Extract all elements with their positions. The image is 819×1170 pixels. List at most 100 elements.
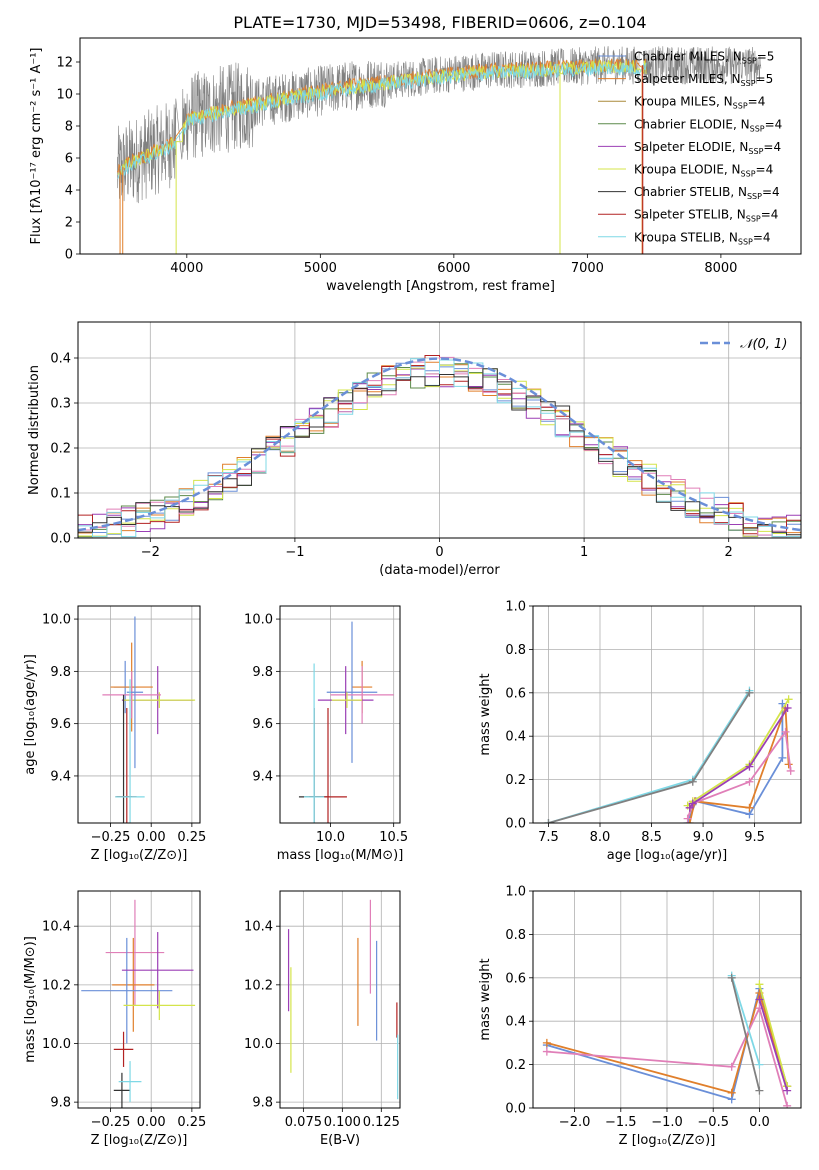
y-tick-label: 10 [56,88,73,103]
x-tick-label: 10.0 [316,830,345,845]
lines-massweight-vs-Z [542,971,792,1108]
errorbars-mass-vs-Z [81,899,196,1108]
y-tick-label: 9.6 [50,717,71,732]
x-tick-label: 1 [580,545,588,560]
data-point-marker [783,703,792,712]
y-tick-label: 0.2 [50,442,71,457]
data-point-marker [542,1047,551,1056]
y-tick-label: 10.4 [244,920,273,935]
axes-frame [77,890,201,1109]
data-point-marker [783,1086,792,1095]
y-tick-label: 0.0 [505,817,526,832]
legend-entry: Salpeter ELODIE, NSSP=4 [634,140,781,156]
x-axis-label: E(B-V) [320,1133,360,1148]
y-tick-label: 0.4 [50,352,71,367]
data-point-marker [755,1060,764,1069]
x-tick-label: 9.0 [693,830,714,845]
axes-frame [279,890,401,1109]
axes-age-vs-Z: −0.25 0.00 0.25 9.4 9.6 9.8 10.0 Z [log₁₀(Z/Z⊙)… [23,606,206,863]
y-axis-label: Normed distribution [27,365,42,495]
x-tick-label: 0.25 [177,830,206,845]
y-tick-label: 9.6 [252,717,273,732]
histograms [78,355,801,538]
data-point-marker [688,777,697,786]
data-point-marker [683,814,692,823]
y-axis-label: Flux [fλ10⁻¹⁷ erg cm⁻² s⁻¹ A⁻¹] [29,48,44,245]
axes-mass-vs-EBV: 0.075 0.100 0.125 9.8 10.0 10.2 10.4 E(B-V) [244,891,400,1148]
normal-curve-line [78,357,801,532]
x-tick-label: 6000 [437,261,470,276]
y-axis-label: mass weight [478,673,493,755]
x-tick-label: −0.5 [697,1115,729,1130]
y-tick-label: 6 [65,152,73,167]
x-tick-label: −2 [141,545,160,560]
x-tick-label: −1.0 [651,1115,683,1130]
axes-frame [532,890,802,1109]
x-tick-label: −0.25 [91,830,131,845]
series-line [730,977,761,1091]
y-axis-label: mass weight [478,958,493,1040]
data-point-marker [778,753,787,762]
axes-massweight-vs-Z: −2.0 −1.5 −1.0 −0.5 0.0 0.0 0.2 0.4 0.6 0.8 1.0 Z [… [478,885,801,1148]
series-line [758,984,788,1087]
data-point-marker [542,1038,551,1047]
errorbars-mass-vs-EBV [287,899,399,1100]
x-axis-label: mass [log₁₀(M/M⊙)] [277,848,404,863]
y-axis-label: age [log₁₀(age/yr)] [23,654,38,775]
x-tick-label: 0.00 [137,830,166,845]
x-tick-label: 0.0 [749,1115,770,1130]
data-point-marker [745,803,754,812]
x-tick-label: 8000 [704,261,737,276]
data-point-marker [786,766,795,775]
errorbars-age-vs-Z [102,616,196,823]
y-tick-label: 0.2 [505,1058,526,1073]
data-point-marker [781,727,790,736]
y-tick-label: 0.8 [505,928,526,943]
x-tick-label: 4000 [170,261,203,276]
data-point-marker [783,1101,792,1108]
errorbars-age-vs-mass [298,621,394,823]
x-tick-label: 2 [725,545,733,560]
axes-frame [79,37,802,255]
series-line [758,999,788,1091]
axes-mass-vs-Z: −0.25 0.00 0.25 9.8 10.0 10.2 10.4 Z [log₁₀(Z/Z… [23,891,206,1148]
x-axis-label: Z [log₁₀(Z/Z⊙)] [91,1133,188,1148]
data-point-marker [688,799,697,808]
y-tick-label: 9.8 [50,1096,71,1111]
figure-title: PLATE=1730, MJD=53498, FIBERID=0606, z=0… [233,13,646,32]
x-tick-label: 8.5 [641,830,662,845]
series-line [548,690,751,823]
x-tick-label: 0.00 [137,1115,166,1130]
y-tick-label: 9.8 [252,665,273,680]
y-tick-label: 1.0 [505,885,526,900]
axes-frame [532,605,802,824]
spectrum-plot [116,46,762,254]
axes-frame [77,321,802,539]
x-tick-label: 0 [435,545,443,560]
x-tick-label: 0.075 [285,1115,322,1130]
y-tick-label: 0.8 [505,643,526,658]
y-tick-label: 9.4 [50,769,71,784]
x-tick-label: −0.25 [91,1115,131,1130]
data-point-marker [727,1062,736,1071]
y-tick-label: 10.0 [244,613,273,628]
y-tick-label: 0.4 [505,730,526,745]
x-tick-label: 0.125 [363,1115,400,1130]
legend-entry: Salpeter STELIB, NSSP=4 [634,208,778,224]
data-point-marker [745,762,754,771]
series-line [730,975,761,1065]
x-tick-label: −1.5 [605,1115,637,1130]
y-tick-label: 10.0 [42,1037,71,1052]
legend-entry: Kroupa ELODIE, NSSP=4 [634,163,773,179]
x-tick-label: 7000 [571,261,604,276]
x-tick-label: 5000 [304,261,337,276]
x-tick-label: 9.5 [744,830,765,845]
y-tick-label: 10.0 [42,613,71,628]
x-tick-label: 8.0 [590,830,611,845]
axes-massweight-vs-age: 7.5 8.0 8.5 9.0 9.5 0.0 0.2 0.4 0.6 0.8 1.0 age [lo… [478,600,801,863]
x-tick-label: 0.100 [324,1115,361,1130]
data-point-marker [745,777,754,786]
data-point-marker [755,1086,764,1095]
axes-age-vs-mass: 10.0 10.5 9.4 9.6 9.8 10.0 mass [log₁₀(M/M⊙)] [244,606,408,863]
